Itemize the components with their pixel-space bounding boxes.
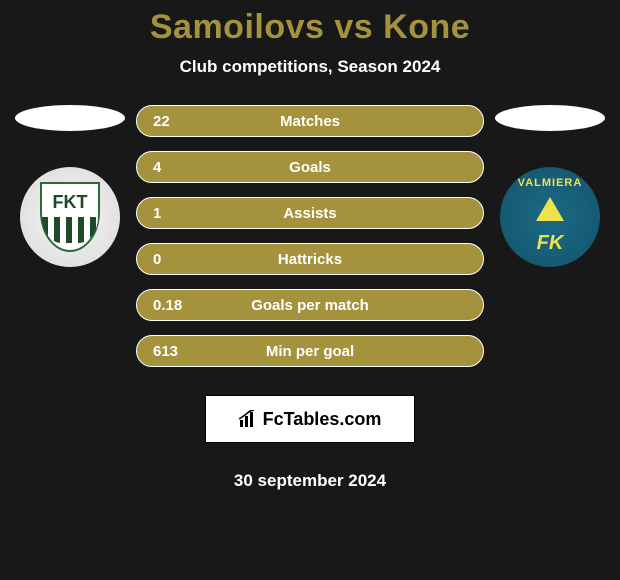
player-photo-placeholder-right [495,105,605,131]
arrow-up-icon [536,197,564,221]
stat-label: Goals [137,159,483,176]
stat-row-goals-per-match: 0.18 Goals per match [136,289,484,321]
brand-label: FcTables.com [263,409,382,430]
stat-row-min-per-goal: 613 Min per goal [136,335,484,367]
crest-right-top-text: VALMIERA [500,177,600,189]
stat-row-hattricks: 0 Hattricks [136,243,484,275]
main-row: FKT 22 Matches 4 Goals 1 Assists 0 Hattr… [0,105,620,491]
stat-value: 0 [153,251,161,268]
stat-value: 0.18 [153,297,182,314]
bar-chart-icon [239,410,257,428]
stat-value: 22 [153,113,170,130]
club-crest-right: VALMIERA FK [500,167,600,267]
club-crest-left: FKT [20,167,120,267]
fctables-brand[interactable]: FcTables.com [205,395,415,443]
stat-row-goals: 4 Goals [136,151,484,183]
comparison-card: Samoilovs vs Kone Club competitions, Sea… [0,0,620,580]
stats-column: 22 Matches 4 Goals 1 Assists 0 Hattricks… [130,105,490,491]
left-player-column: FKT [10,105,130,267]
stat-row-matches: 22 Matches [136,105,484,137]
stat-label: Hattricks [137,251,483,268]
date-line: 30 september 2024 [234,471,386,491]
player-photo-placeholder-left [15,105,125,131]
right-player-column: VALMIERA FK [490,105,610,267]
page-subtitle: Club competitions, Season 2024 [180,57,441,77]
stat-value: 1 [153,205,161,222]
stat-label: Goals per match [137,297,483,314]
shield-icon: FKT [40,182,100,252]
stat-value: 613 [153,343,178,360]
stat-label: Min per goal [137,343,483,360]
stat-value: 4 [153,159,161,176]
stat-label: Assists [137,205,483,222]
page-title: Samoilovs vs Kone [150,8,470,47]
stripes-icon [42,217,98,243]
stat-row-assists: 1 Assists [136,197,484,229]
crest-left-label: FKT [53,192,88,213]
crest-right-bottom-text: FK [500,232,600,255]
stat-label: Matches [137,113,483,130]
